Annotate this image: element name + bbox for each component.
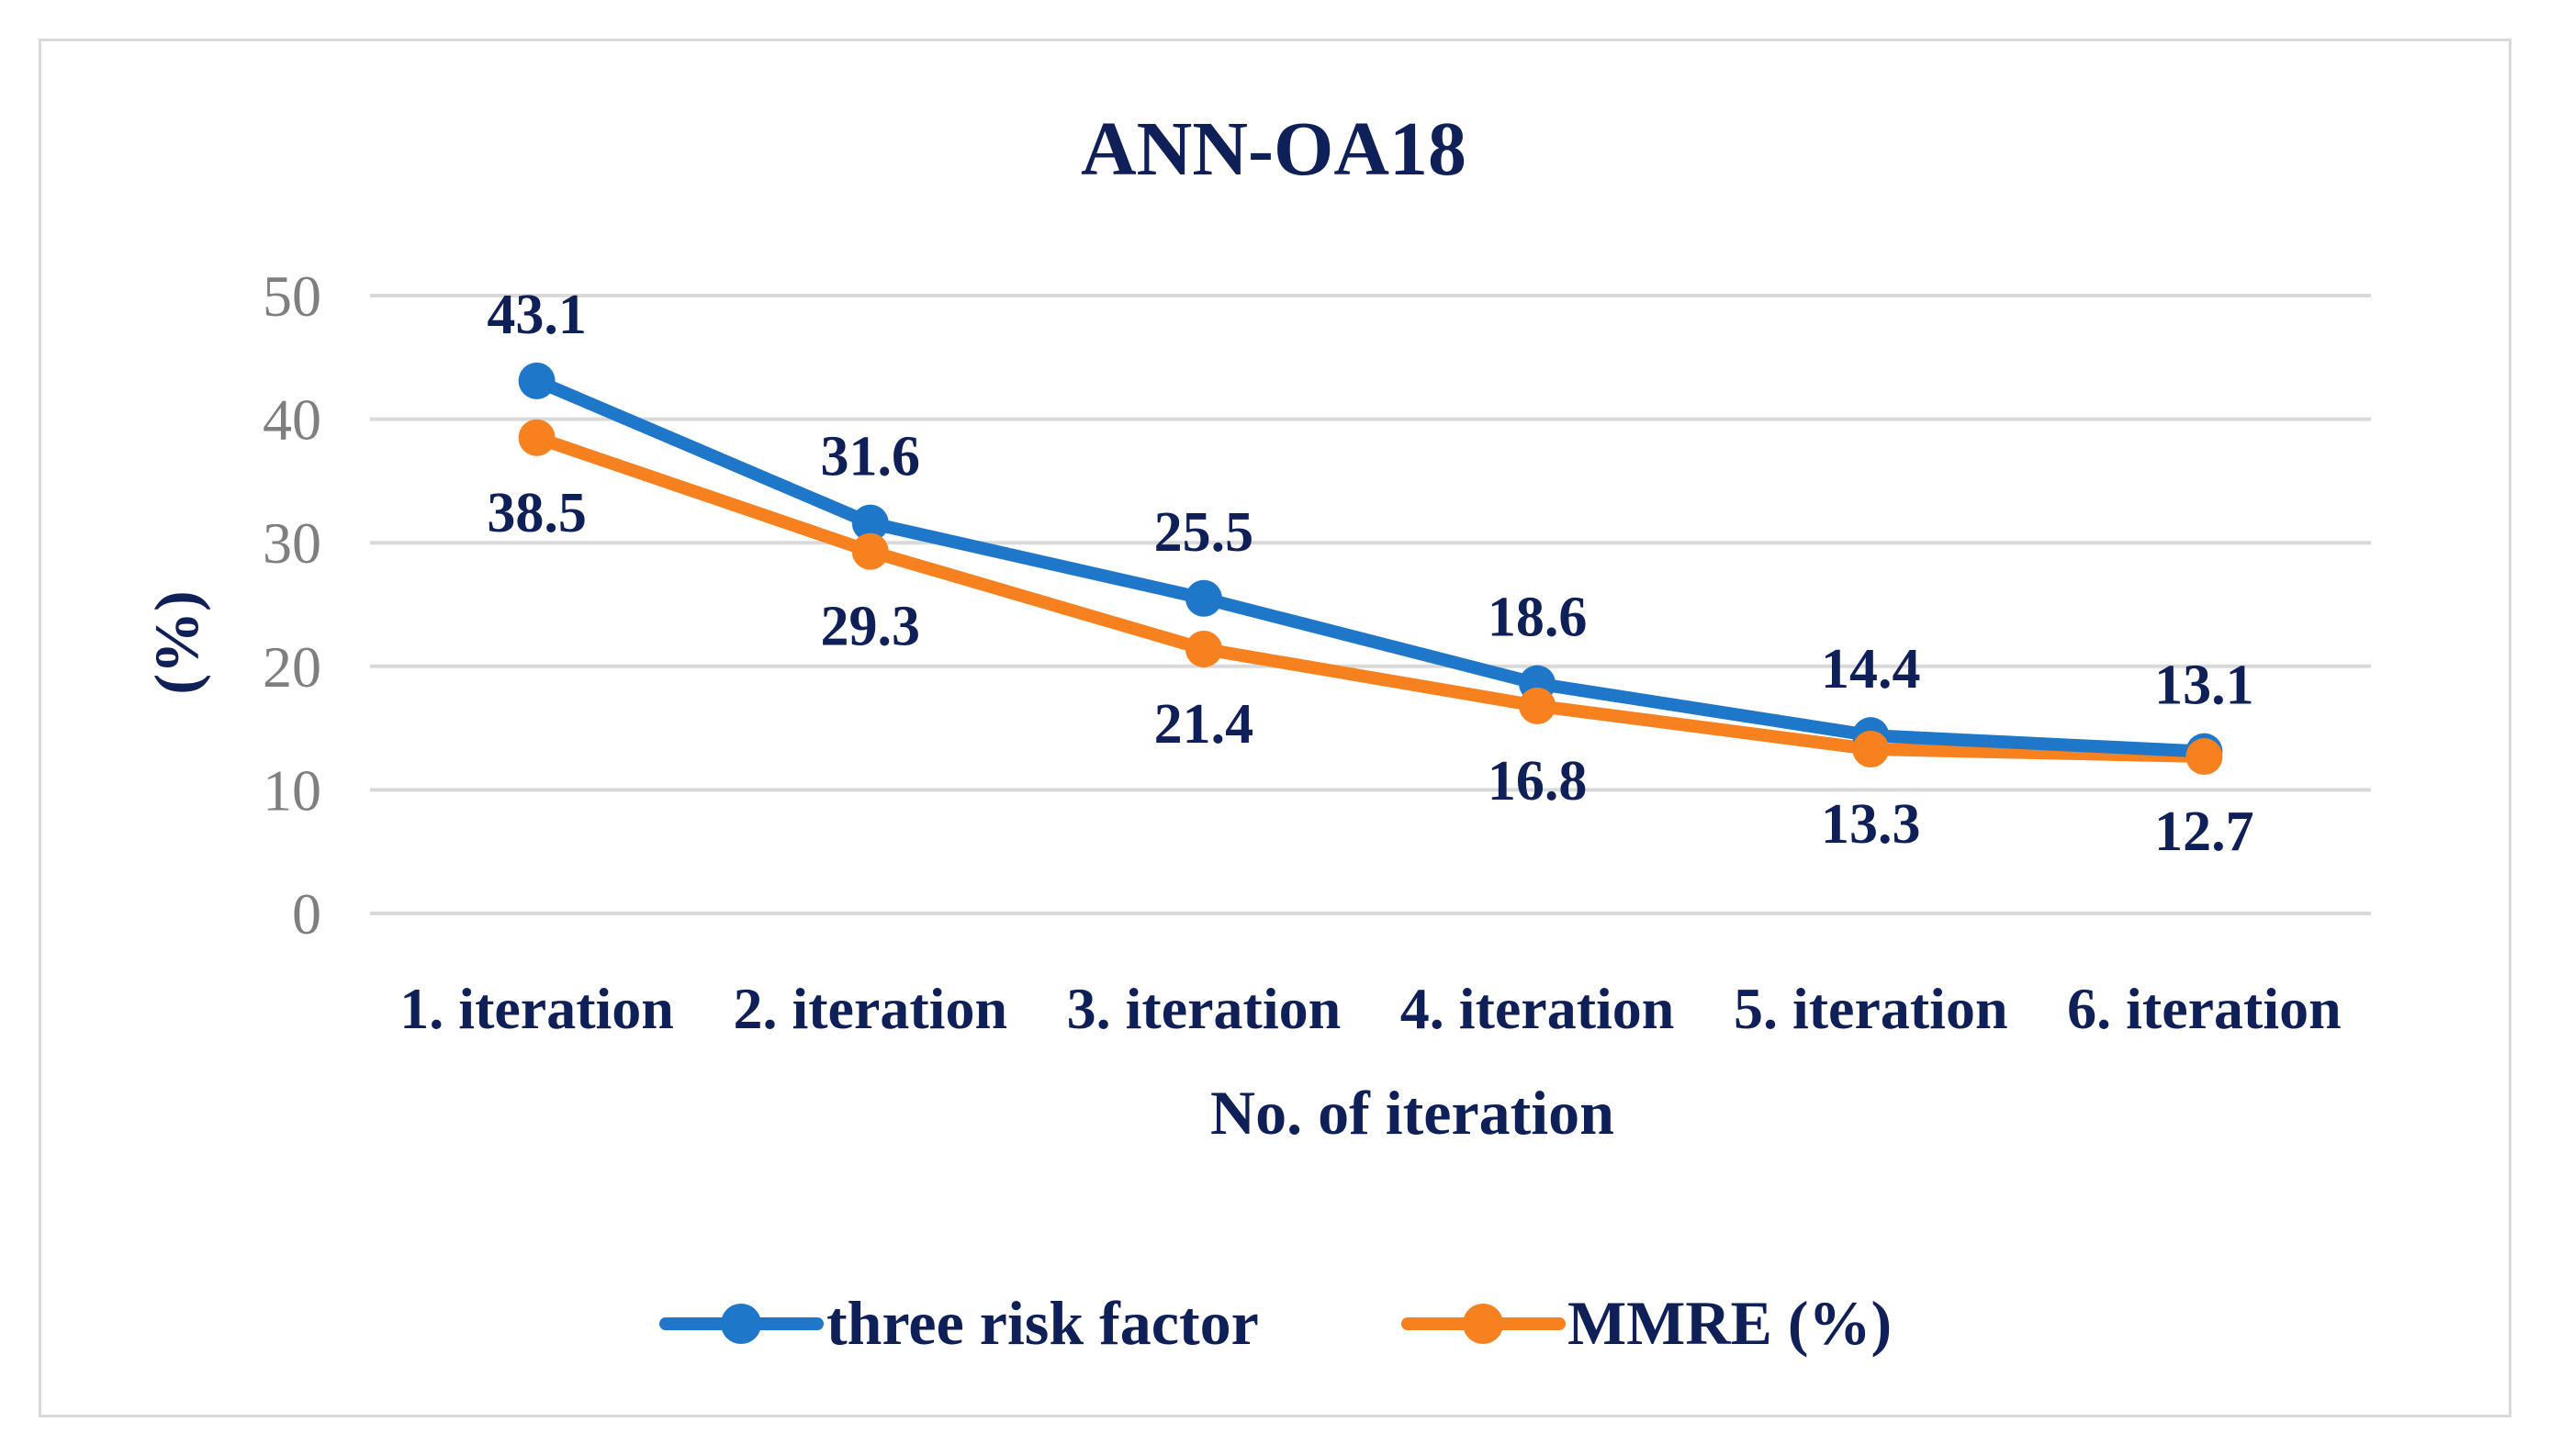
data-label: 14.4 bbox=[1821, 638, 1921, 700]
series-line bbox=[530, 431, 2211, 764]
data-point bbox=[2185, 738, 2223, 776]
data-point bbox=[518, 419, 556, 456]
legend-swatch-marker bbox=[1463, 1304, 1503, 1344]
data-label: 29.3 bbox=[821, 596, 921, 658]
chart-container: ANN-OA18 0 10 20 30 40 50 1. iteration 2. iter… bbox=[39, 39, 2511, 1417]
y-tick-label: 30 bbox=[263, 510, 321, 576]
data-label: 43.1 bbox=[487, 284, 587, 346]
data-point bbox=[1852, 730, 1890, 767]
data-label: 16.8 bbox=[1488, 750, 1588, 812]
data-labels: 43.1 31.6 25.5 18.6 14.4 13.1 38.5 29.3 21.4 16.8… bbox=[487, 284, 2253, 863]
data-point bbox=[518, 362, 556, 399]
x-tick-label: 1. iteration bbox=[399, 976, 674, 1041]
x-tick-label: 5. iteration bbox=[1734, 976, 2008, 1041]
y-axis-label: (%) bbox=[141, 590, 211, 694]
legend-label: three risk factor bbox=[826, 1288, 1259, 1358]
data-label: 13.3 bbox=[1821, 793, 1921, 856]
data-label: 12.7 bbox=[2154, 801, 2254, 863]
data-point bbox=[851, 532, 889, 570]
y-tick-label: 20 bbox=[263, 634, 321, 700]
data-label: 18.6 bbox=[1488, 587, 1588, 649]
series-markers bbox=[518, 362, 2223, 776]
line-chart: ANN-OA18 0 10 20 30 40 50 1. iteration 2. iter… bbox=[141, 106, 2371, 1358]
y-tick-label: 0 bbox=[292, 881, 321, 946]
legend-swatch-marker bbox=[721, 1304, 761, 1344]
y-tick-label: 40 bbox=[263, 387, 321, 453]
data-label: 21.4 bbox=[1154, 693, 1254, 756]
data-point bbox=[1519, 687, 1556, 724]
y-tick-label: 10 bbox=[263, 757, 321, 823]
x-tick-label: 3. iteration bbox=[1067, 976, 1342, 1041]
x-tick-label: 4. iteration bbox=[1400, 976, 1675, 1041]
y-tick-label: 50 bbox=[263, 263, 321, 329]
x-axis-label: No. of iteration bbox=[1210, 1078, 1614, 1148]
x-axis-ticks: 1. iteration 2. iteration 3. iteration 4. i… bbox=[399, 976, 2341, 1041]
data-point bbox=[1185, 630, 1222, 667]
x-tick-label: 2. iteration bbox=[733, 976, 1007, 1041]
legend-label: MMRE (%) bbox=[1567, 1288, 1892, 1358]
gridlines bbox=[370, 294, 2371, 915]
x-tick-label: 6. iteration bbox=[2067, 976, 2342, 1041]
y-axis-ticks: 0 10 20 30 40 50 bbox=[263, 263, 321, 946]
data-point bbox=[851, 504, 889, 542]
data-point bbox=[1185, 579, 1222, 617]
legend: three risk factor MMRE (%) bbox=[659, 1288, 1892, 1358]
data-label: 38.5 bbox=[487, 482, 587, 544]
series-line bbox=[530, 374, 2211, 758]
chart-title: ANN-OA18 bbox=[1081, 106, 1466, 192]
data-label: 25.5 bbox=[1154, 501, 1254, 564]
data-label: 13.1 bbox=[2154, 655, 2254, 717]
series-lines bbox=[530, 374, 2211, 764]
data-label: 31.6 bbox=[821, 426, 921, 488]
